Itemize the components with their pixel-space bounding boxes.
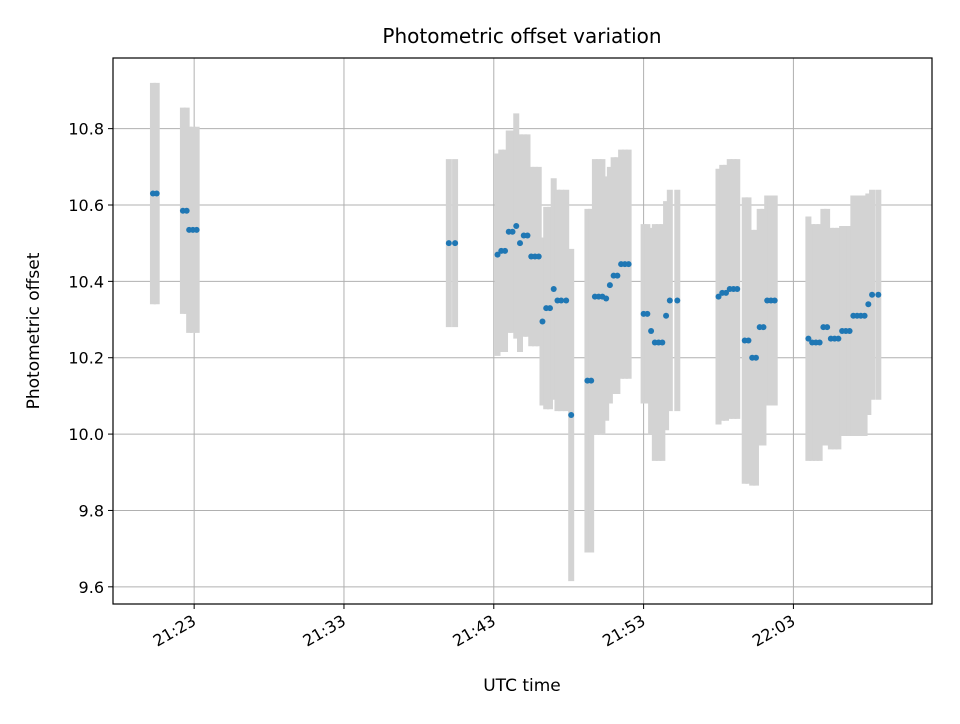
data-point (513, 223, 520, 229)
chart-title: Photometric offset variation (382, 24, 661, 48)
data-point (771, 297, 778, 304)
data-point (550, 286, 557, 292)
data-point (568, 412, 575, 418)
data-point (869, 291, 876, 298)
y-tick-label: 10.2 (68, 349, 104, 368)
x-axis-label: UTC time (483, 676, 561, 696)
data-point (614, 272, 621, 279)
data-point (625, 261, 632, 268)
data-point (509, 228, 516, 235)
data-point (752, 354, 759, 361)
data-point (563, 297, 570, 304)
data-point (723, 289, 730, 296)
data-point (153, 190, 160, 197)
data-point (666, 297, 673, 304)
data-point (193, 226, 200, 233)
y-tick-label: 9.6 (79, 578, 104, 597)
data-point (861, 312, 868, 319)
y-tick-label: 10.4 (68, 272, 104, 291)
data-point (502, 247, 509, 254)
data-point (546, 305, 553, 312)
data-point (648, 328, 655, 334)
data-point (524, 232, 531, 239)
y-tick-label: 9.8 (79, 501, 104, 520)
data-point (805, 335, 812, 342)
data-points (149, 190, 882, 418)
data-point (558, 297, 565, 304)
data-point (539, 318, 546, 325)
data-point (846, 328, 853, 334)
data-point (452, 240, 459, 247)
data-point (603, 295, 610, 302)
y-axis: 9.6 9.8 10.0 10.2 10.4 10.6 10.8 (68, 120, 113, 597)
data-point (535, 253, 542, 260)
data-point (517, 240, 524, 247)
data-point (760, 324, 767, 331)
data-point (875, 291, 882, 298)
data-point (606, 282, 613, 289)
data-point (865, 301, 872, 308)
data-point (644, 310, 651, 317)
data-point (734, 286, 741, 292)
y-tick-label: 10.8 (68, 120, 104, 139)
data-point (835, 335, 842, 342)
data-point (659, 339, 666, 346)
data-point (674, 297, 681, 304)
plot-frame (112, 57, 933, 605)
y-tick-label: 10.0 (68, 425, 104, 444)
y-tick-label: 10.6 (68, 196, 104, 215)
data-point (663, 312, 670, 319)
data-point (588, 377, 595, 384)
data-point (715, 293, 722, 300)
data-point (494, 251, 501, 258)
y-axis-label: Photometric offset (24, 252, 44, 409)
data-point (445, 240, 452, 247)
data-point (183, 207, 190, 214)
data-point (824, 324, 831, 331)
data-point (816, 339, 823, 346)
data-point (745, 337, 752, 344)
